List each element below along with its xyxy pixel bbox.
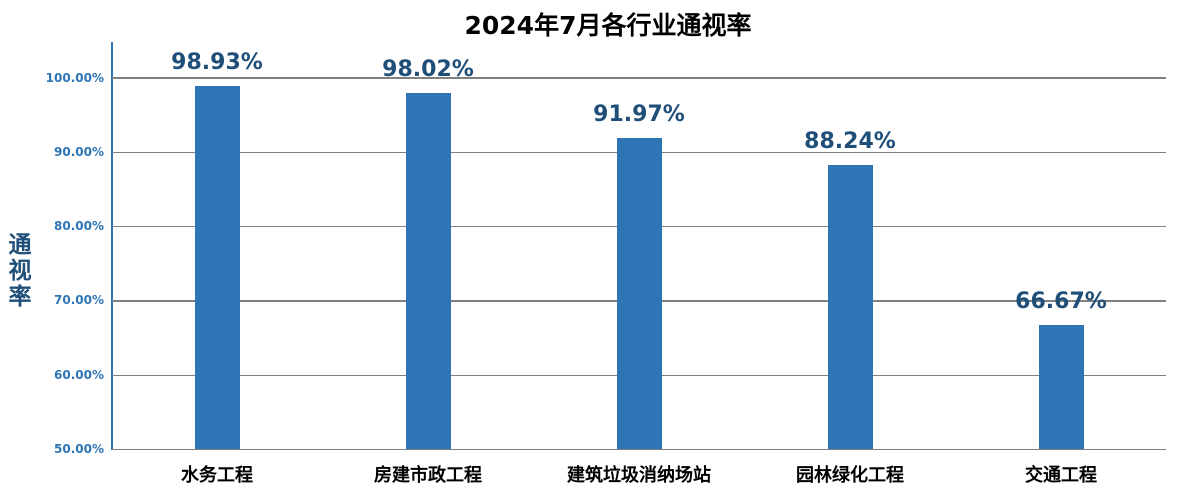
bar-value-label: 66.67% [1015, 289, 1107, 314]
y-tick-label: 90.00% [54, 145, 104, 159]
bar-value-label: 88.24% [804, 129, 896, 154]
x-axis-line [112, 449, 1166, 450]
gridline-100 [112, 77, 1166, 79]
bar-value-label: 91.97% [593, 102, 685, 127]
bar [406, 93, 451, 449]
bar-value-label: 98.02% [382, 57, 474, 82]
y-tick-label: 70.00% [54, 293, 104, 307]
bar [1039, 325, 1084, 449]
bar [828, 165, 873, 449]
y-axis-label: 通视率 [8, 231, 32, 310]
x-tick-label: 水务工程 [181, 465, 253, 486]
chart-title: 2024年7月各行业通视率 [464, 11, 752, 40]
y-tick-label: 100.00% [45, 71, 104, 85]
bar-value-label: 98.93% [171, 50, 263, 75]
bar [195, 86, 240, 449]
y-tick-label: 60.00% [54, 368, 104, 382]
x-tick-label: 房建市政工程 [374, 465, 482, 486]
bar [617, 138, 662, 449]
x-tick-label: 园林绿化工程 [796, 465, 904, 486]
y-tick-label: 80.00% [54, 219, 104, 233]
y-axis [111, 42, 113, 450]
y-tick-label: 50.00% [54, 442, 104, 456]
x-tick-label: 交通工程 [1025, 465, 1097, 486]
x-tick-label: 建筑垃圾消纳场站 [567, 465, 711, 486]
